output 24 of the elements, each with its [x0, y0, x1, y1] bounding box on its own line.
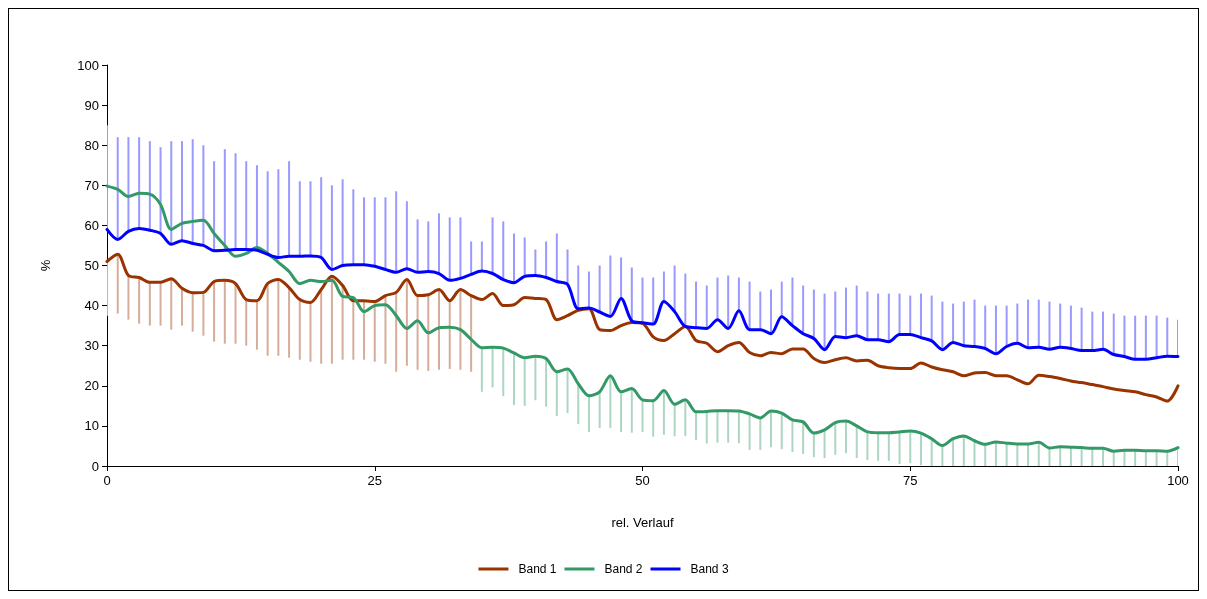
legend-label: Band 2 [604, 562, 643, 576]
y-tick-label: 10 [84, 418, 99, 434]
y-tick-label: 60 [84, 217, 99, 233]
y-tick-label: 30 [84, 338, 99, 354]
x-axis-title: rel. Verlauf [611, 515, 674, 530]
legend-label: Band 3 [690, 562, 729, 576]
line-series [105, 227, 1180, 361]
y-tick-label: 90 [84, 97, 99, 113]
x-tick-label: 75 [903, 473, 918, 488]
x-tick-label: 25 [367, 473, 382, 488]
x-tick-label: 50 [635, 473, 650, 488]
x-tick-label: 100 [1167, 473, 1189, 488]
y-tick-label: 50 [84, 258, 99, 273]
y-axis-title: % [38, 259, 53, 272]
y-tick-label: 70 [84, 177, 99, 193]
legend-label: Band 1 [518, 562, 557, 576]
x-tick-label: 0 [103, 473, 111, 488]
y-tick-label: 0 [91, 458, 99, 474]
y-tick-label: 40 [84, 298, 99, 314]
line-series [105, 252, 1180, 403]
y-tick-label: 20 [84, 378, 99, 394]
line-series [105, 184, 1180, 453]
y-tick-label: 80 [84, 137, 99, 153]
y-tick-label: 100 [77, 57, 99, 73]
